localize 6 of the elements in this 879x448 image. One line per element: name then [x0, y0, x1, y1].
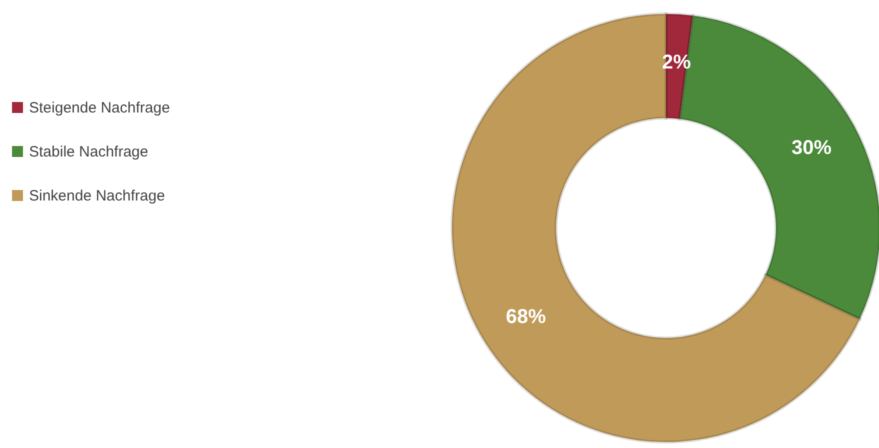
data-label: 68%	[506, 306, 546, 328]
legend-label: Sinkende Nachfrage	[29, 188, 165, 204]
data-label: 2%	[662, 51, 692, 74]
legend-label: Stabile Nachfrage	[29, 144, 148, 160]
legend-label: Steigende Nachfrage	[29, 100, 170, 116]
data-label: 30%	[791, 137, 832, 160]
